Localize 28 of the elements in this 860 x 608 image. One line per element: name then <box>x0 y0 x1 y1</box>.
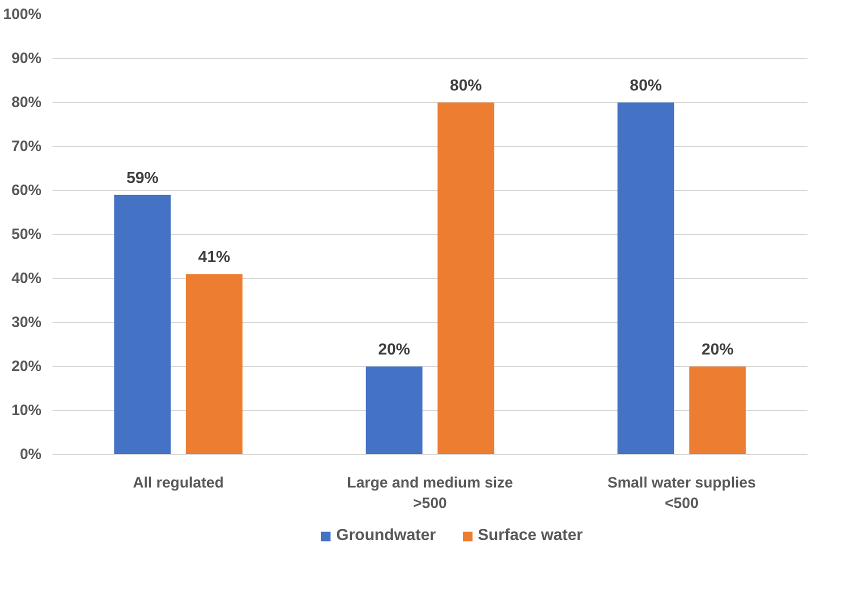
y-tick-label: 80% <box>11 94 42 111</box>
y-tick-label: 20% <box>11 358 42 375</box>
x-tick-label: Large and medium size >500 <box>347 474 513 512</box>
x-tick-label: Small water supplies <500 <box>607 474 756 512</box>
text: 20% <box>702 342 734 358</box>
text: 20% <box>378 342 410 358</box>
bar <box>617 102 674 454</box>
bar <box>114 194 171 454</box>
y-tick-label: 30% <box>11 314 42 331</box>
text: 59% <box>126 170 158 187</box>
bar <box>366 366 422 454</box>
y-tick-label: 10% <box>11 402 42 419</box>
x-tick-label: All regulated <box>132 474 224 492</box>
y-tick-label: 100% <box>3 6 42 23</box>
y-tick-label: 60% <box>11 182 42 199</box>
y-tick-label: 40% <box>11 270 42 287</box>
bar <box>438 102 494 454</box>
y-tick-label: 70% <box>11 138 42 155</box>
y-tick-label: 50% <box>11 226 42 243</box>
bar <box>689 366 746 454</box>
legend-label: Groundwater <box>336 527 436 545</box>
text: 41% <box>198 249 230 266</box>
text: 80% <box>630 78 662 94</box>
text: 80% <box>450 78 482 94</box>
y-tick-label: 90% <box>11 50 42 67</box>
bar <box>186 274 243 454</box>
legend-label: Surface water <box>478 527 583 545</box>
y-tick-label: 0% <box>20 446 42 463</box>
